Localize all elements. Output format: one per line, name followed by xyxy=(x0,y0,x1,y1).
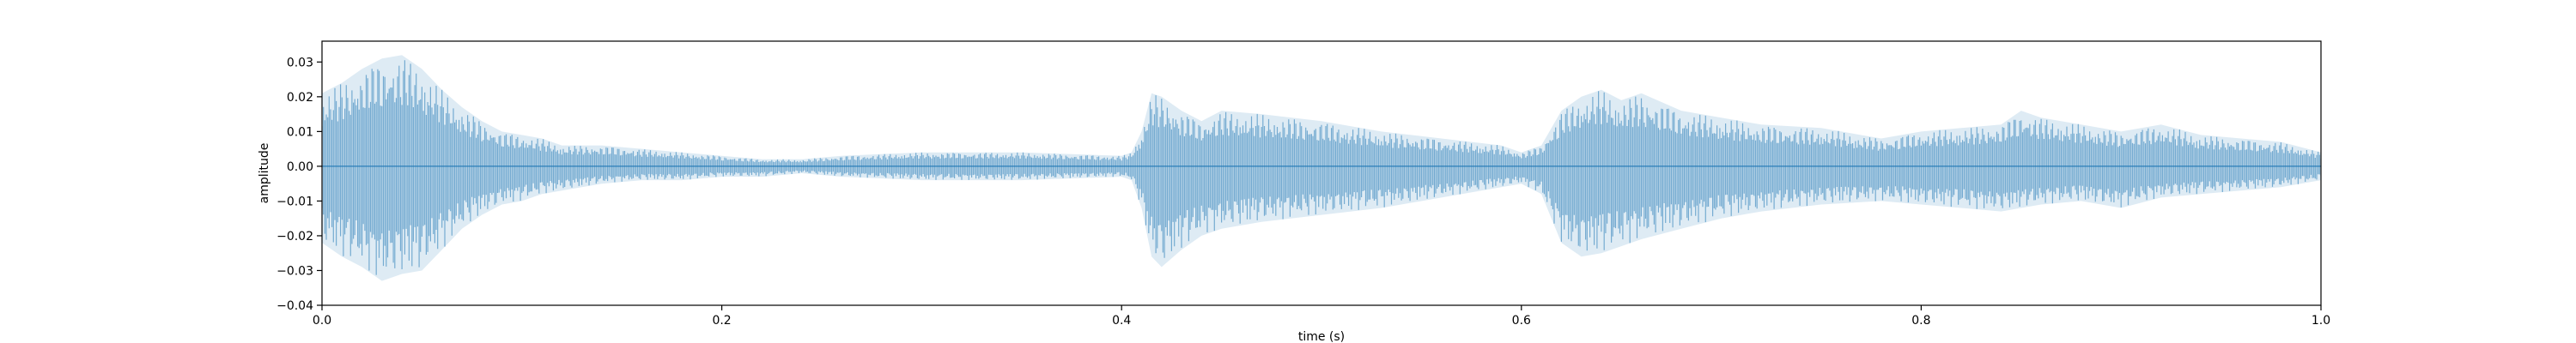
y-tick-label: −0.04 xyxy=(276,299,313,313)
y-tick-label: −0.02 xyxy=(276,230,313,244)
x-tick-label: 1.0 xyxy=(2312,314,2330,328)
y-tick-label: −0.01 xyxy=(276,195,313,208)
x-axis: 0.0 0.2 0.4 0.6 0.8 1.0 xyxy=(313,305,2330,328)
plot-area xyxy=(322,55,2321,281)
x-tick-label: 0.6 xyxy=(1512,314,1531,328)
y-tick-label: 0.03 xyxy=(287,56,313,69)
y-axis: −0.04 −0.03 −0.02 −0.01 0.00 0.01 0.02 0.03 xyxy=(276,56,322,313)
y-tick-label: 0.00 xyxy=(287,160,313,174)
series-layer xyxy=(322,55,2321,281)
series-waveform xyxy=(322,55,2321,281)
y-tick-label: 0.01 xyxy=(287,125,313,139)
waveform-envelope xyxy=(322,55,2321,281)
x-tick-label: 0.4 xyxy=(1112,314,1131,328)
y-tick-label: 0.02 xyxy=(287,91,313,105)
x-tick-label: 0.2 xyxy=(712,314,731,328)
y-axis-label: amplitude xyxy=(258,143,271,204)
x-tick-label: 0.8 xyxy=(1911,314,1930,328)
y-tick-label: −0.03 xyxy=(276,264,313,278)
x-axis-label: time (s) xyxy=(1298,330,1345,343)
x-tick-label: 0.0 xyxy=(313,314,331,328)
plot-frame xyxy=(321,40,2322,306)
